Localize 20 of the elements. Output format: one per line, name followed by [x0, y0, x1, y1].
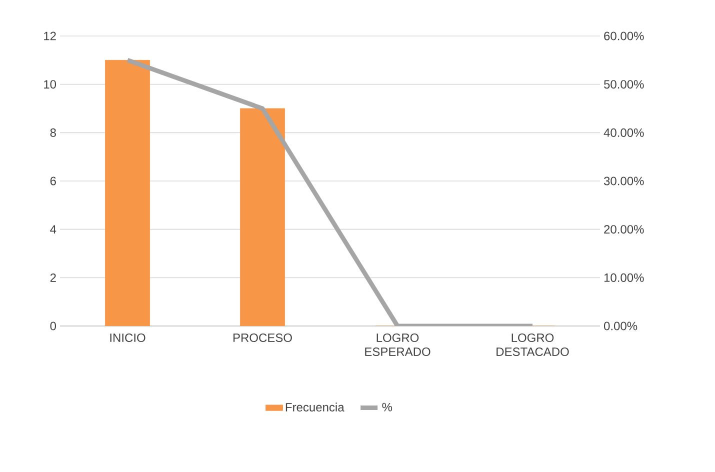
y2-tick-label: 50.00%: [604, 80, 644, 89]
y-tick-label: 0: [50, 322, 56, 330]
y2-tick-label: 0.00%: [604, 322, 638, 330]
y-tick-label: 2: [50, 273, 56, 282]
x-tick-label: INICIO: [110, 334, 146, 342]
x-tick-label: LOGRO ESPERADO: [365, 334, 430, 356]
y2-tick-label: 60.00%: [604, 32, 644, 40]
y-tick-label: 8: [50, 128, 56, 137]
x-tick-label: LOGRO DESTACADO: [496, 334, 569, 356]
y-tick-label: 10: [44, 80, 56, 89]
x-tick-label: PROCESO: [233, 334, 292, 342]
y2-tick-label: 10.00%: [604, 273, 644, 282]
y2-tick-label: 40.00%: [604, 128, 644, 137]
y2-tick-label: 30.00%: [604, 176, 644, 186]
y-tick-label: 12: [44, 32, 56, 40]
y-tick-label: 4: [50, 225, 56, 234]
legend-label: Frecuencia: [286, 402, 344, 412]
legend-label: %: [382, 402, 392, 412]
y-tick-label: 6: [50, 176, 56, 186]
y2-tick-label: 20.00%: [604, 225, 644, 234]
